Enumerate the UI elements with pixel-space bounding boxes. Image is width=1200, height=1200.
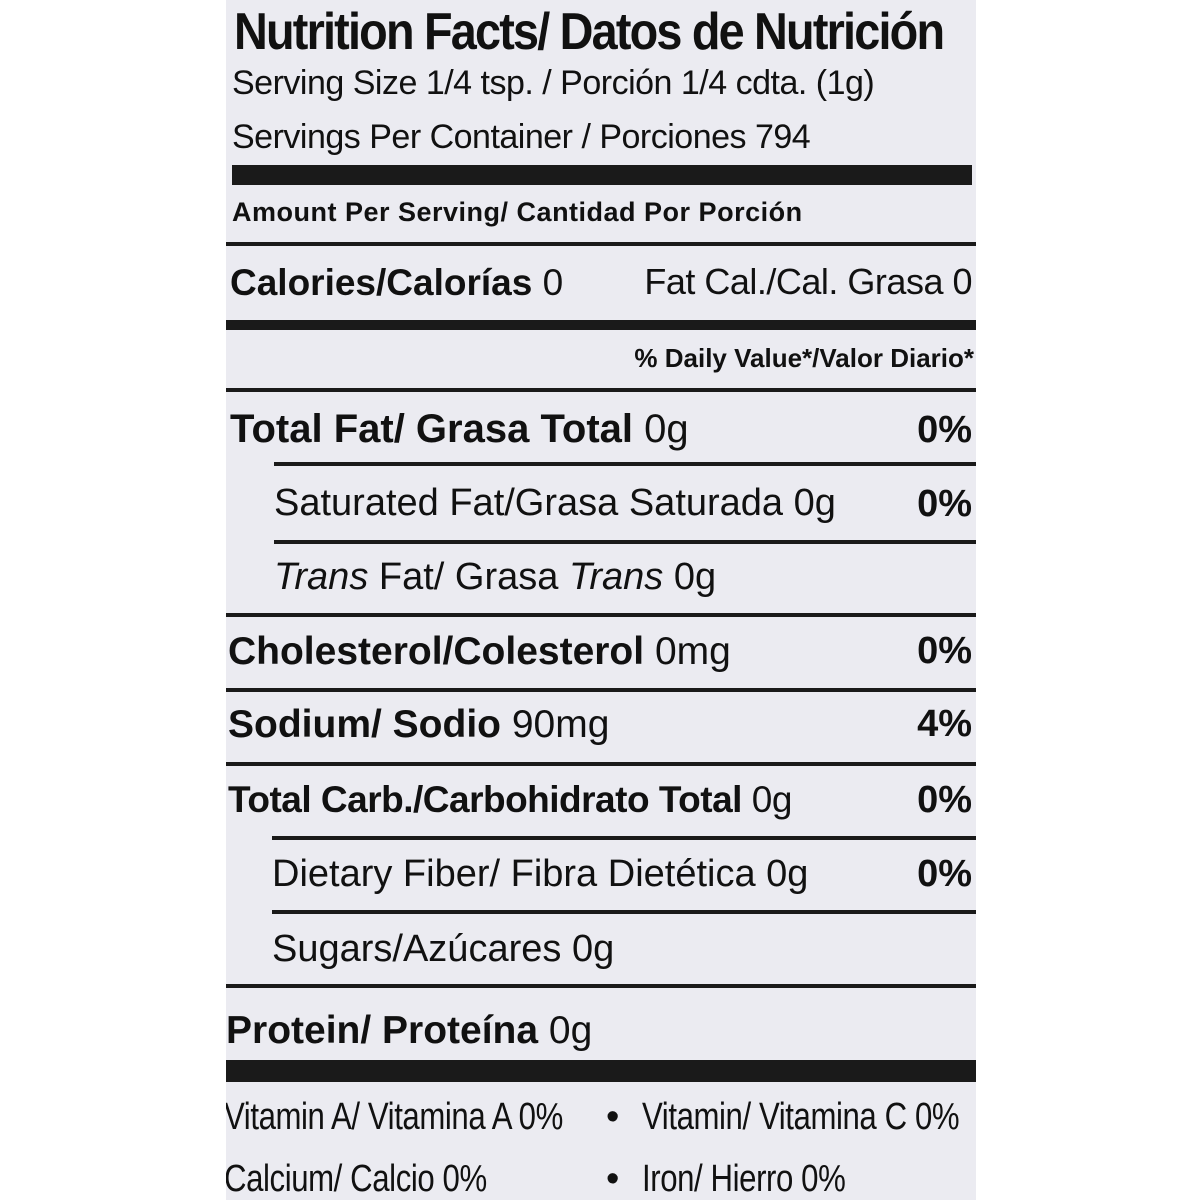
total-fat-dv: 0% <box>917 409 972 451</box>
sodium-label: Sodium/ Sodio <box>228 703 501 746</box>
cholesterol-row: Cholesterol/Colesterol 0mg <box>228 632 731 671</box>
cholesterol-dv: 0% <box>917 630 972 672</box>
servings-per-container: Servings Per Container / Porciones 794 <box>232 118 811 156</box>
trans-fat-row: Trans Fat/ Grasa Trans 0g <box>274 558 716 596</box>
divider <box>272 910 976 914</box>
calories-label: Calories/Calorías <box>230 262 533 303</box>
divider <box>226 762 976 766</box>
calories-value: 0 <box>542 262 564 303</box>
saturated-fat-label: Saturated Fat/Grasa Saturada <box>274 482 784 524</box>
serving-size: Serving Size 1/4 tsp. / Porción 1/4 cdta… <box>232 64 875 102</box>
total-fat-label: Total Fat/ Grasa Total <box>230 407 634 451</box>
saturated-fat-row: Saturated Fat/Grasa Saturada 0g <box>274 484 836 522</box>
sugars-row: Sugars/Azúcares 0g <box>272 930 614 968</box>
nutrition-facts-label: Nutrition Facts/ Datos de Nutrición Serv… <box>226 0 976 1200</box>
dietary-fiber-label: Dietary Fiber/ Fibra Dietética <box>272 853 756 895</box>
calcium: Calcium/ Calcio 0% <box>226 1158 487 1200</box>
trans-fat-amount: 0g <box>673 556 717 598</box>
divider <box>226 613 976 617</box>
divider <box>226 984 976 988</box>
iron: Iron/ Hierro 0% <box>642 1158 846 1200</box>
sugars-label: Sugars/Azúcares <box>272 928 562 970</box>
protein-amount: 0g <box>548 1009 593 1052</box>
sodium-row: Sodium/ Sodio 90mg <box>228 705 609 744</box>
sodium-dv: 4% <box>917 703 972 745</box>
divider <box>274 462 976 466</box>
total-fat-row: Total Fat/ Grasa Total 0g <box>230 409 689 449</box>
fat-calories: Fat Cal./Cal. Grasa 0 <box>644 261 972 302</box>
protein-label: Protein/ Proteína <box>226 1009 539 1052</box>
daily-value-header: % Daily Value*/Valor Diario* <box>634 343 974 373</box>
total-fat-amount: 0g <box>644 407 689 451</box>
iron-bullet: • <box>606 1158 620 1200</box>
dietary-fiber-dv: 0% <box>917 853 972 895</box>
divider <box>274 540 976 544</box>
vitamin-a: Vitamin A/ Vitamina A 0% <box>226 1096 563 1138</box>
divider <box>226 388 976 392</box>
trans-fat-label: Fat/ Grasa <box>368 556 569 598</box>
total-carb-amount: 0g <box>751 779 793 820</box>
saturated-fat-dv: 0% <box>917 483 972 525</box>
sodium-amount: 90mg <box>511 703 610 746</box>
trans-fat-italic-2: Trans <box>568 556 664 598</box>
total-carb-row: Total Carb./Carbohidrato Total 0g <box>228 781 792 818</box>
vitamin-bullet: • <box>606 1096 620 1138</box>
divider <box>226 688 976 692</box>
vitamin-c: Vitamin/ Vitamina C 0% <box>642 1096 960 1138</box>
divider <box>272 836 976 840</box>
dietary-fiber-row: Dietary Fiber/ Fibra Dietética 0g <box>272 855 808 893</box>
medium-divider <box>226 320 976 330</box>
total-carb-dv: 0% <box>917 779 972 821</box>
trans-fat-italic-1: Trans <box>274 556 369 598</box>
amount-per-serving: Amount Per Serving/ Cantidad Por Porción <box>232 197 803 227</box>
cholesterol-label: Cholesterol/Colesterol <box>228 630 645 673</box>
label-title: Nutrition Facts/ Datos de Nutrición <box>234 3 945 61</box>
dietary-fiber-amount: 0g <box>766 853 809 895</box>
cholesterol-amount: 0mg <box>654 630 731 673</box>
sugars-amount: 0g <box>571 928 615 970</box>
divider <box>226 242 976 246</box>
calories-row: Calories/Calorías 0 <box>230 264 563 301</box>
thick-divider <box>226 1060 976 1082</box>
thick-divider <box>232 165 972 185</box>
total-carb-label: Total Carb./Carbohidrato Total <box>228 779 742 820</box>
protein-row: Protein/ Proteína 0g <box>226 1011 592 1050</box>
saturated-fat-amount: 0g <box>793 482 836 524</box>
